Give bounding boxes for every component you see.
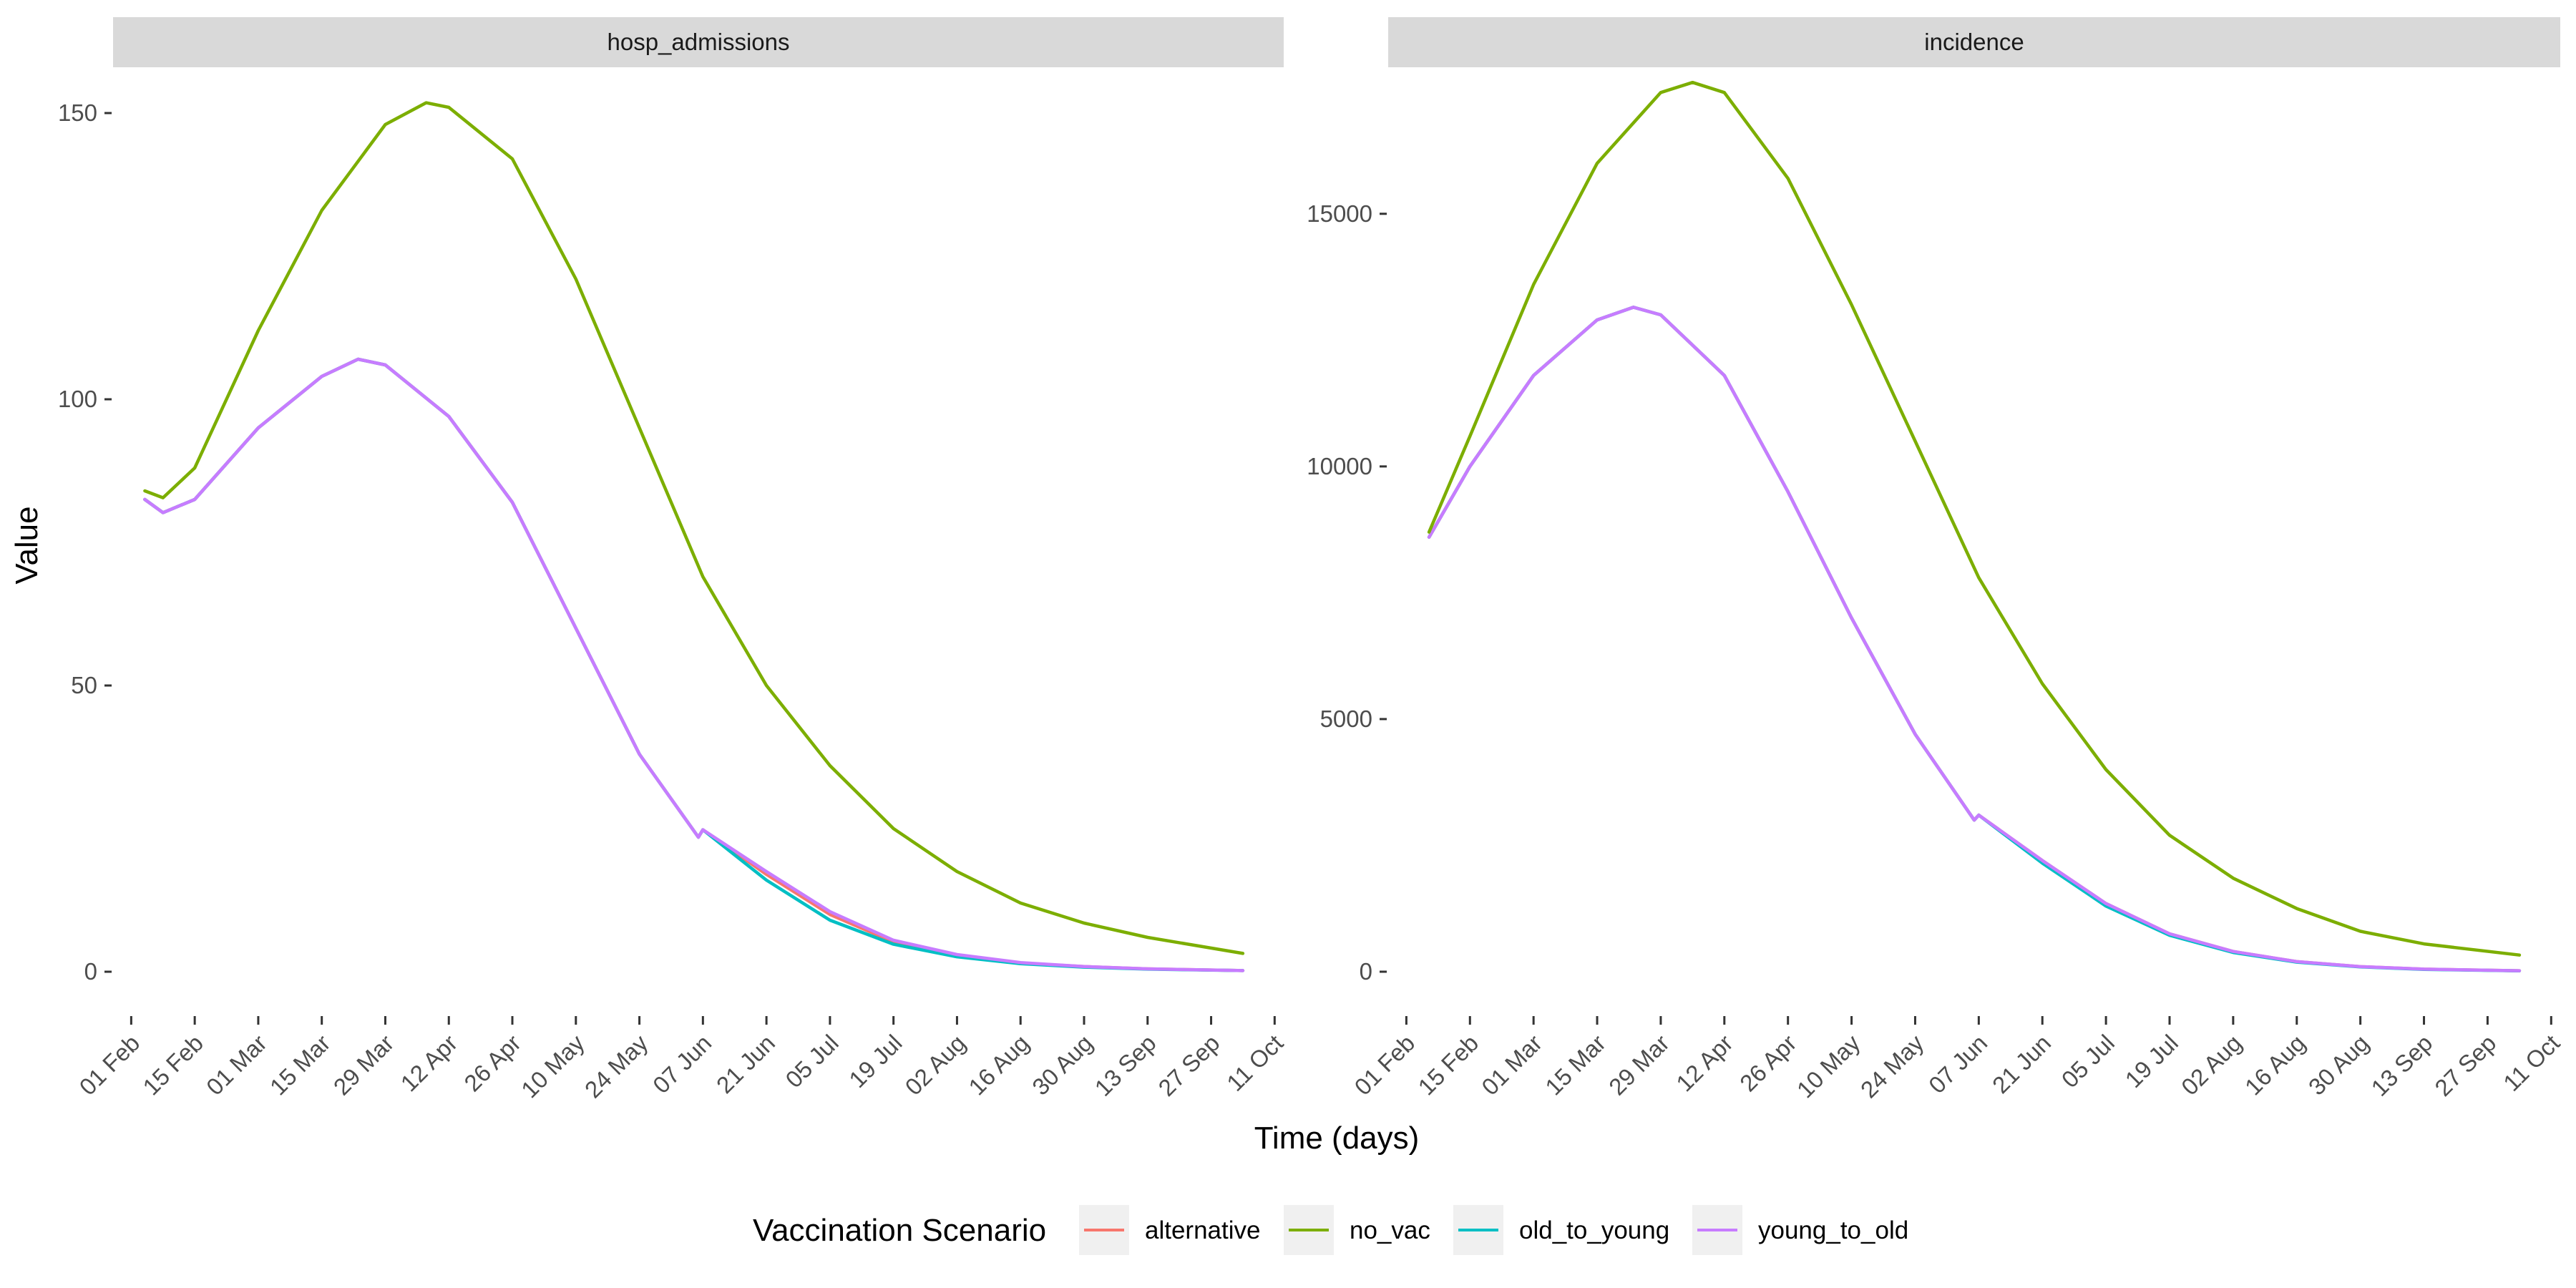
- legend-item-young-to-old: young_to_old: [1692, 1205, 1908, 1255]
- y-tick-label: 50: [71, 672, 97, 698]
- facet-title-incidence: incidence: [1924, 29, 2024, 55]
- y-tick-label: 100: [58, 386, 97, 412]
- facet-strip-incidence: [1388, 17, 2560, 67]
- y-tick-label: 10000: [1307, 453, 1372, 479]
- legend-label-young-to-old: young_to_old: [1758, 1216, 1908, 1244]
- legend-item-alternative: alternative: [1079, 1205, 1260, 1255]
- y-tick-label: 15000: [1307, 200, 1372, 227]
- facet-strip-hosp-admissions: [113, 17, 1284, 67]
- legend-item-old-to-young: old_to_young: [1453, 1205, 1669, 1255]
- plot-area: [113, 67, 1284, 1015]
- x-axis-title: Time (days): [1254, 1121, 1420, 1156]
- legend-title: Vaccination Scenario: [753, 1213, 1046, 1248]
- y-tick-label: 0: [84, 958, 97, 985]
- series-line-no-vac: [1427, 80, 2522, 957]
- legend-label-old-to-young: old_to_young: [1519, 1216, 1669, 1244]
- y-tick-label: 150: [58, 99, 97, 126]
- y-tick-label: 5000: [1320, 706, 1372, 732]
- legend-label-no-vac: no_vac: [1350, 1216, 1430, 1244]
- y-axis-title: Value: [9, 506, 44, 584]
- series-line-young-to-old: [143, 357, 1245, 972]
- legend: Vaccination Scenario alternative no_vac …: [753, 1205, 1908, 1255]
- legend-label-alternative: alternative: [1145, 1216, 1260, 1244]
- legend-item-no-vac: no_vac: [1284, 1205, 1430, 1255]
- plot-area: [1388, 67, 2560, 1015]
- series-line-no-vac: [143, 101, 1245, 955]
- series-line-young-to-old: [1427, 306, 2522, 972]
- y-tick-label: 0: [1360, 958, 1372, 985]
- facet-title-hosp-admissions: hosp_admissions: [608, 29, 790, 55]
